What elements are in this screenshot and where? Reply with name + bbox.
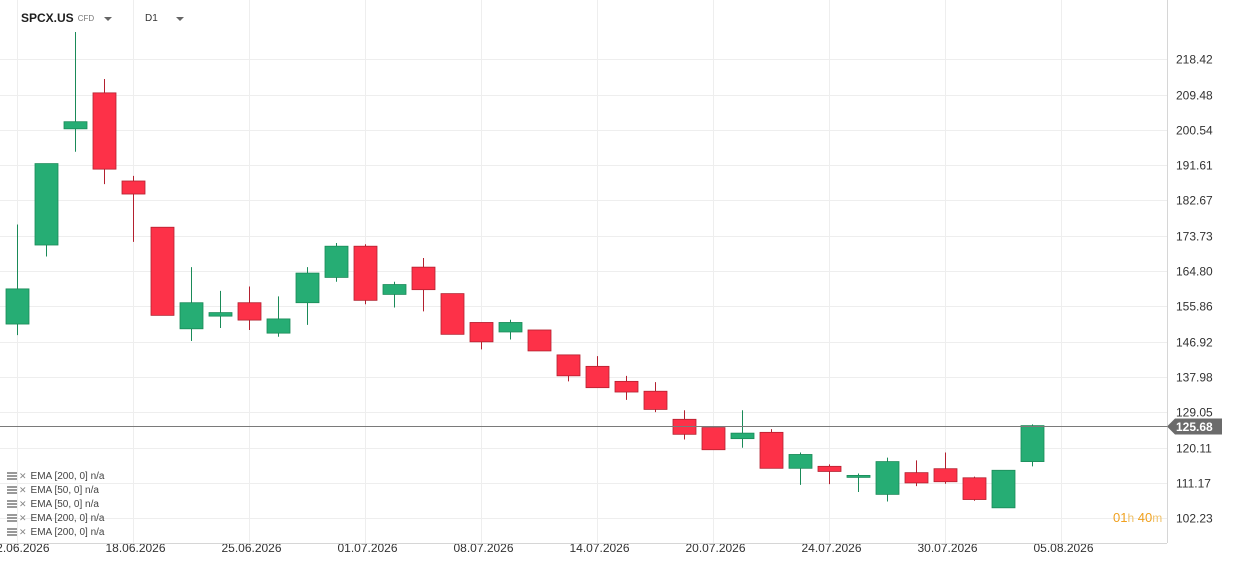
x-tick-label: 30.07.2026	[917, 541, 977, 555]
candle-body	[34, 163, 59, 246]
indicator-label: EMA [200, 0] n/a	[30, 526, 105, 538]
y-tick-label: 218.42	[1176, 53, 1213, 67]
y-tick-label: 102.23	[1176, 512, 1213, 526]
x-tick-label: 01.07.2026	[337, 541, 397, 555]
chevron-down-icon	[175, 16, 184, 21]
y-tick-label: 173.73	[1176, 230, 1213, 244]
candle-body	[1020, 425, 1045, 462]
candle-body	[353, 245, 378, 301]
timeframe-label: D1	[145, 12, 158, 24]
x-tick-label: 12.06.2026	[0, 541, 50, 555]
symbol-selector[interactable]: SPCX.US CFD	[21, 9, 113, 27]
candle-body	[295, 272, 320, 304]
candle-body	[962, 477, 987, 500]
x-tick-label: 20.07.2026	[685, 541, 745, 555]
indicator-row[interactable]: ✕ EMA [50, 0] n/a	[7, 497, 104, 511]
close-icon[interactable]: ✕	[19, 526, 27, 537]
y-tick-label: 164.80	[1176, 265, 1213, 279]
candle-body	[411, 266, 436, 291]
settings-icon[interactable]	[7, 514, 17, 522]
instrument-type: CFD	[77, 13, 95, 23]
y-tick-label: 137.98	[1176, 371, 1213, 385]
y-tick-label: 209.48	[1176, 89, 1213, 103]
y-tick-label: 129.05	[1176, 406, 1213, 420]
candle-body	[904, 472, 929, 484]
settings-icon[interactable]	[7, 472, 17, 480]
candle-body	[92, 92, 117, 170]
candle-body	[585, 365, 610, 389]
candle-body	[63, 121, 88, 130]
candle-body	[730, 432, 755, 440]
candle-body	[991, 469, 1016, 509]
y-tick-label: 146.92	[1176, 336, 1213, 350]
settings-icon[interactable]	[7, 528, 17, 536]
close-icon[interactable]: ✕	[19, 470, 27, 481]
candle-body	[237, 302, 262, 321]
candle-body	[150, 226, 175, 316]
chevron-down-icon	[104, 16, 113, 21]
candle-body	[324, 245, 349, 278]
y-tick-label: 111.17	[1176, 477, 1211, 491]
last-price-tag	[1167, 418, 1222, 435]
settings-icon[interactable]	[7, 500, 17, 508]
candle-body	[817, 465, 842, 472]
timeframe-selector[interactable]: D1	[145, 9, 184, 27]
close-icon[interactable]: ✕	[19, 512, 27, 523]
x-tick-label: 25.06.2026	[221, 541, 281, 555]
candle-body	[208, 312, 233, 317]
indicator-row[interactable]: ✕ EMA [200, 0] n/a	[7, 525, 104, 539]
y-tick-label: 182.67	[1176, 194, 1213, 208]
candle-body	[788, 454, 813, 469]
candle-body	[643, 390, 668, 410]
timer-hours-unit: h	[1127, 511, 1135, 525]
indicator-legend: ✕ EMA [200, 0] n/a ✕ EMA [50, 0] n/a ✕ EMA …	[7, 469, 104, 539]
candle-body	[469, 322, 494, 343]
candle-body	[701, 427, 726, 451]
candle-body	[382, 284, 407, 295]
close-icon[interactable]: ✕	[19, 498, 27, 509]
y-tick-label: 200.54	[1176, 124, 1213, 138]
candle-body	[846, 475, 871, 478]
timer-hours: 01	[1113, 510, 1128, 525]
indicator-row[interactable]: ✕ EMA [50, 0] n/a	[7, 483, 104, 497]
x-tick-label: 05.08.2026	[1033, 541, 1093, 555]
timer-minutes: 40	[1137, 510, 1153, 525]
close-icon[interactable]: ✕	[19, 484, 27, 495]
candle-body	[556, 354, 581, 377]
indicator-row[interactable]: ✕ EMA [200, 0] n/a	[7, 469, 104, 483]
x-tick-label: 14.07.2026	[569, 541, 629, 555]
candle-body	[121, 180, 146, 195]
candle-body	[933, 468, 958, 483]
x-tick-label: 18.06.2026	[105, 541, 165, 555]
candle-body	[527, 329, 552, 352]
candle-body	[266, 318, 291, 334]
candle-body	[5, 288, 30, 325]
indicator-row[interactable]: ✕ EMA [200, 0] n/a	[7, 511, 104, 525]
last-price-label: 125.68	[1176, 420, 1213, 434]
y-tick-label: 155.86	[1176, 300, 1213, 314]
indicator-label: EMA [50, 0] n/a	[30, 498, 99, 510]
settings-icon[interactable]	[7, 486, 17, 494]
candle-countdown: 01h 40m	[1113, 510, 1162, 525]
indicator-label: EMA [200, 0] n/a	[30, 470, 105, 482]
timer-minutes-unit: m	[1152, 511, 1163, 525]
candle-body	[440, 293, 465, 335]
candle-body	[759, 431, 784, 469]
indicator-label: EMA [200, 0] n/a	[30, 512, 105, 524]
candle-body	[498, 322, 523, 333]
x-tick-label: 08.07.2026	[453, 541, 513, 555]
candle-body	[179, 302, 204, 330]
symbol-name: SPCX.US	[21, 11, 74, 25]
y-tick-label: 191.61	[1176, 159, 1213, 173]
candle-body	[614, 380, 639, 393]
y-tick-label: 120.11	[1176, 442, 1212, 456]
x-tick-label: 24.07.2026	[801, 541, 861, 555]
candle-body	[875, 461, 900, 495]
indicator-label: EMA [50, 0] n/a	[30, 484, 99, 496]
